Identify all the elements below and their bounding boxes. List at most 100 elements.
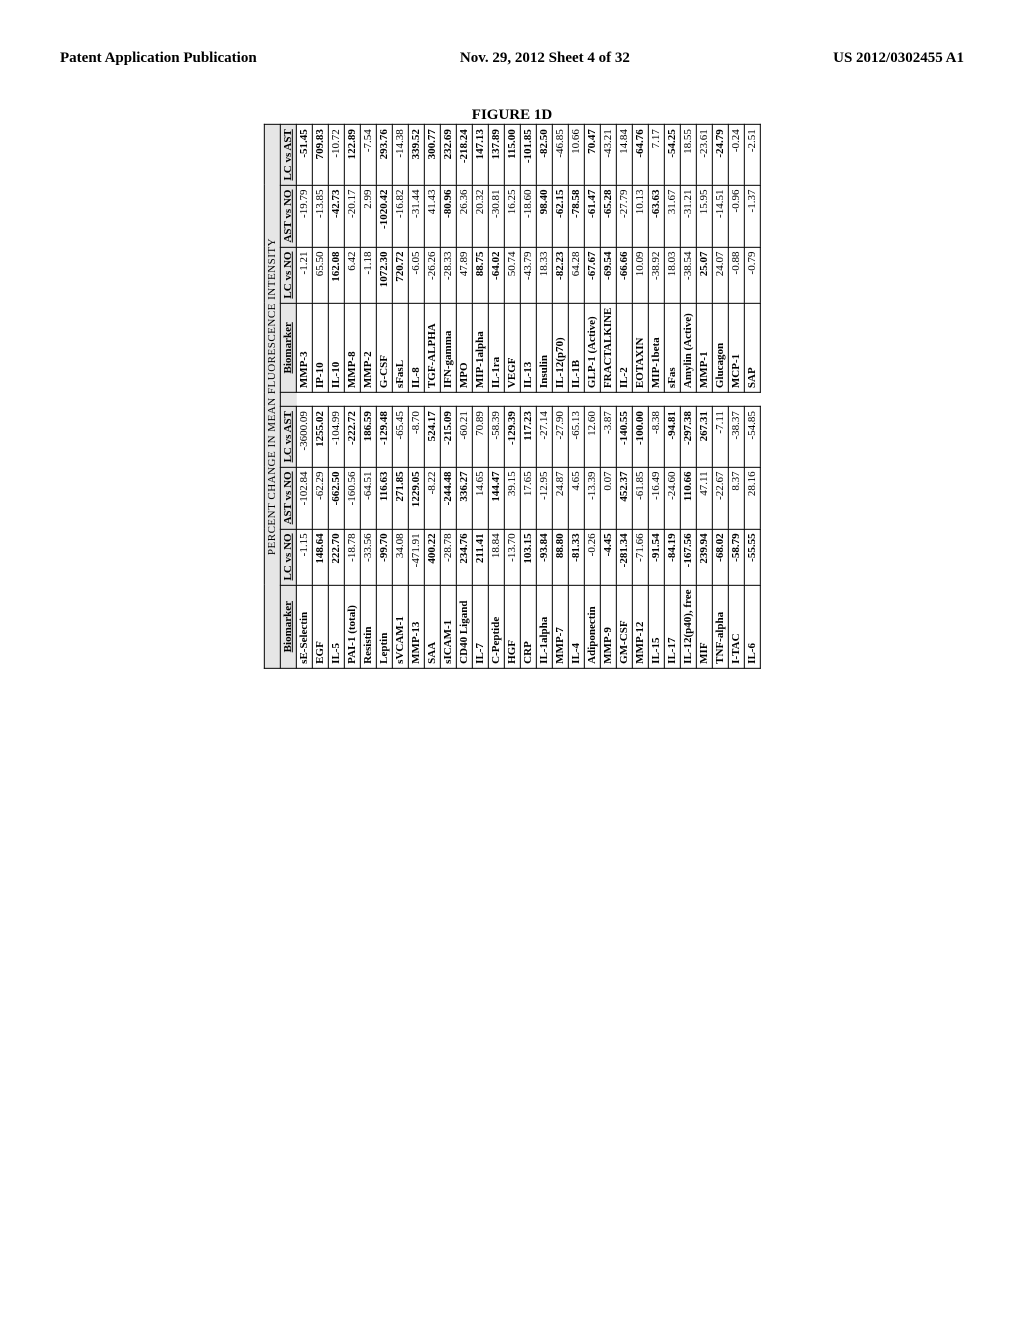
- biomarker-cell: sVCAM-1: [392, 585, 408, 668]
- value-cell: -20.17: [344, 185, 360, 247]
- table-row: sE-Selectin-1.15-102.84-3600.09MMP-3-1.2…: [296, 125, 312, 669]
- table-row: IL-1alpha-93.84-12.95-27.14Insulin18.339…: [536, 125, 552, 669]
- value-cell: -244.48: [440, 467, 456, 529]
- table-row: IL-15-91.54-16.49-8.38MIP-1beta-38.92-63…: [648, 125, 664, 669]
- value-cell: -102.84: [296, 467, 312, 529]
- row-separator: [392, 393, 408, 407]
- value-cell: -471.91: [408, 529, 424, 585]
- value-cell: 15.95: [696, 185, 712, 247]
- biomarker-cell: HGF: [504, 585, 520, 668]
- biomarker-cell: MMP-1: [696, 303, 712, 392]
- value-cell: 39.15: [504, 467, 520, 529]
- value-cell: -43.21: [600, 125, 616, 185]
- biomarker-cell: IL-7: [472, 585, 488, 668]
- biomarker-cell: G-CSF: [376, 303, 392, 392]
- row-separator: [312, 393, 328, 407]
- value-cell: 20.32: [472, 185, 488, 247]
- row-separator: [440, 393, 456, 407]
- biomarker-cell: sE-Selectin: [296, 585, 312, 668]
- value-cell: 232.69: [440, 125, 456, 185]
- figure-label: FIGURE 1D: [60, 107, 964, 124]
- col-lc-vs-ast: LC vs AST: [280, 125, 296, 185]
- page: Patent Application Publication Nov. 29, …: [0, 0, 1024, 1320]
- col-lc-vs-no: LC vs NO: [280, 529, 296, 585]
- value-cell: 1229.05: [408, 467, 424, 529]
- value-cell: 1255.02: [312, 407, 328, 467]
- value-cell: 103.15: [520, 529, 536, 585]
- biomarker-cell: IL-6: [744, 585, 760, 668]
- table-row: MMP-13-471.911229.05-8.70IL-8-6.05-31.44…: [408, 125, 424, 669]
- value-cell: -0.24: [728, 125, 744, 185]
- value-cell: 271.85: [392, 467, 408, 529]
- row-separator: [296, 393, 312, 407]
- biomarker-cell: IL-8: [408, 303, 424, 392]
- row-separator: [424, 393, 440, 407]
- biomarker-cell: EOTAXIN: [632, 303, 648, 392]
- col-ast-vs-no: AST vs NO: [280, 467, 296, 529]
- value-cell: -4.45: [600, 529, 616, 585]
- row-separator: [552, 393, 568, 407]
- biomarker-cell: TNF-alpha: [712, 585, 728, 668]
- col-biomarker: Biomarker: [280, 585, 296, 668]
- value-cell: 0.07: [600, 467, 616, 529]
- table-row: HGF-13.7039.15-129.39VEGF50.7416.25115.0…: [504, 125, 520, 669]
- value-cell: 186.59: [360, 407, 376, 467]
- table-row: IL-4-81.334.65-65.13IL-1B64.28-78.5810.6…: [568, 125, 584, 669]
- value-cell: -18.78: [344, 529, 360, 585]
- biomarker-cell: CRP: [520, 585, 536, 668]
- biomarker-cell: SAP: [744, 303, 760, 392]
- value-cell: -101.85: [520, 125, 536, 185]
- value-cell: -65.28: [600, 185, 616, 247]
- value-cell: 137.89: [488, 125, 504, 185]
- value-cell: -61.47: [584, 185, 600, 247]
- value-cell: -26.26: [424, 247, 440, 303]
- value-cell: 70.89: [472, 407, 488, 467]
- value-cell: -13.85: [312, 185, 328, 247]
- value-cell: -8.70: [408, 407, 424, 467]
- value-cell: -23.61: [696, 125, 712, 185]
- value-cell: -218.24: [456, 125, 472, 185]
- header-left: Patent Application Publication: [60, 50, 257, 67]
- value-cell: 64.28: [568, 247, 584, 303]
- value-cell: -78.58: [568, 185, 584, 247]
- row-separator: [616, 393, 632, 407]
- value-cell: 148.64: [312, 529, 328, 585]
- value-cell: -31.21: [680, 185, 696, 247]
- value-cell: -46.85: [552, 125, 568, 185]
- row-separator: [408, 393, 424, 407]
- value-cell: -24.79: [712, 125, 728, 185]
- table-row: MIF239.9447.11267.31MMP-125.0715.95-23.6…: [696, 125, 712, 669]
- value-cell: 720.72: [392, 247, 408, 303]
- value-cell: -160.56: [344, 467, 360, 529]
- value-cell: -28.78: [440, 529, 456, 585]
- biomarker-cell: IL-1ra: [488, 303, 504, 392]
- table-row: MMP-9-4.450.07-3.87FRACTALKINE-69.54-65.…: [600, 125, 616, 669]
- biomarker-cell: IL-1alpha: [536, 585, 552, 668]
- table-row: MMP-12-71.66-61.85-100.00EOTAXIN10.0910.…: [632, 125, 648, 669]
- biomarker-cell: sICAM-1: [440, 585, 456, 668]
- value-cell: -65.13: [568, 407, 584, 467]
- value-cell: 18.84: [488, 529, 504, 585]
- value-cell: 18.03: [664, 247, 680, 303]
- row-separator: [728, 393, 744, 407]
- value-cell: -1.15: [296, 529, 312, 585]
- biomarker-cell: C-Peptide: [488, 585, 504, 668]
- biomarker-cell: FRACTALKINE: [600, 303, 616, 392]
- value-cell: -55.55: [744, 529, 760, 585]
- value-cell: 293.76: [376, 125, 392, 185]
- value-cell: -54.25: [664, 125, 680, 185]
- value-cell: -1.37: [744, 185, 760, 247]
- biomarker-cell: MMP-13: [408, 585, 424, 668]
- biomarker-cell: Adiponectin: [584, 585, 600, 668]
- biomarker-cell: IL-13: [520, 303, 536, 392]
- table-section-title: PERCENT CHANGE IN MEAN FLUORESCENCE INTE…: [264, 125, 280, 669]
- biomarker-cell: IL-10: [328, 303, 344, 392]
- value-cell: -94.81: [664, 407, 680, 467]
- value-cell: 17.65: [520, 467, 536, 529]
- value-cell: 524.17: [424, 407, 440, 467]
- biomarker-cell: IL-12(p40), free: [680, 585, 696, 668]
- biomarker-cell: TGF-ALPHA: [424, 303, 440, 392]
- row-separator: [648, 393, 664, 407]
- value-cell: 88.75: [472, 247, 488, 303]
- col-separator: [280, 393, 296, 407]
